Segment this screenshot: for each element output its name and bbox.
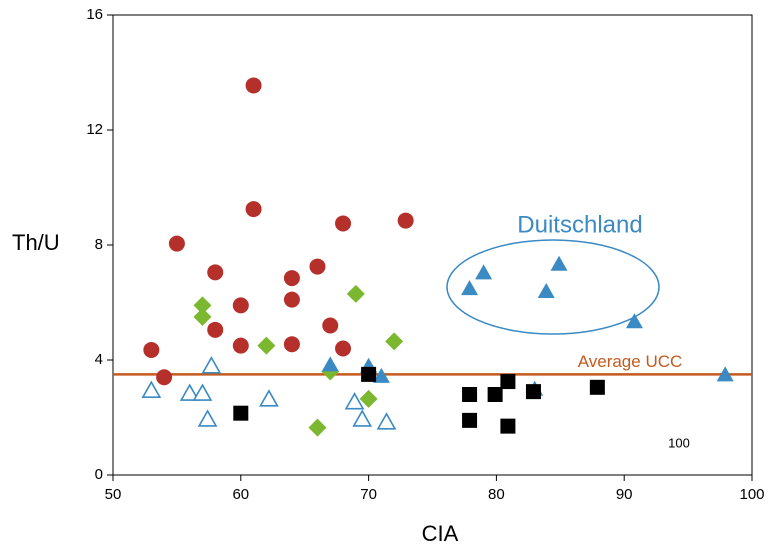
annotation: 100 [668, 435, 690, 450]
point [550, 255, 568, 271]
point [207, 321, 224, 338]
y-tick-label: 0 [95, 466, 103, 483]
point [385, 332, 404, 351]
point [308, 418, 327, 437]
point [397, 212, 414, 229]
point [462, 387, 478, 402]
x-tick-label: 50 [105, 486, 122, 503]
point [245, 77, 262, 94]
point [537, 283, 555, 298]
point [283, 336, 300, 353]
point [179, 383, 200, 401]
point [361, 366, 377, 382]
point [168, 235, 185, 252]
y-tick-label: 16 [86, 6, 103, 23]
y-axis-label: Th/U [12, 230, 60, 255]
point [359, 389, 378, 408]
plot-frame [112, 14, 753, 476]
point [193, 296, 212, 315]
y-tick-label: 4 [95, 351, 103, 368]
point [141, 380, 162, 398]
group-annotation: Duitschland [517, 211, 642, 238]
point [487, 387, 503, 402]
point [625, 313, 643, 329]
point [197, 409, 218, 427]
point [525, 384, 541, 400]
point [201, 356, 222, 374]
point [462, 412, 478, 428]
point [193, 307, 212, 326]
point [192, 383, 213, 401]
point [283, 291, 300, 308]
y-tick-label: 12 [86, 121, 103, 138]
point [589, 379, 605, 395]
x-tick-label: 100 [739, 486, 764, 503]
point [143, 341, 160, 358]
point [245, 201, 262, 218]
point [461, 280, 479, 296]
point [716, 366, 734, 382]
point [500, 374, 516, 390]
point [372, 367, 390, 383]
point [309, 258, 326, 275]
point [352, 409, 373, 427]
point [344, 392, 365, 410]
x-tick-label: 60 [232, 486, 249, 503]
point [321, 356, 339, 372]
point [475, 264, 493, 280]
point [233, 405, 249, 421]
reference-label: Average UCC [578, 352, 683, 371]
point [500, 418, 516, 434]
point [257, 336, 276, 355]
point [322, 317, 339, 334]
point [335, 215, 352, 232]
y-tick-label: 8 [95, 236, 103, 253]
group-ellipse [446, 239, 660, 335]
x-tick-label: 80 [488, 486, 505, 503]
x-tick-label: 70 [360, 486, 377, 503]
x-tick-label: 90 [616, 486, 633, 503]
point [376, 412, 397, 430]
point [156, 369, 173, 386]
x-axis-label: CIA [422, 521, 459, 546]
point [232, 337, 249, 354]
point [259, 389, 279, 407]
point [232, 297, 249, 314]
point [346, 284, 365, 303]
point [283, 270, 300, 287]
point [335, 340, 352, 357]
point [207, 264, 224, 281]
